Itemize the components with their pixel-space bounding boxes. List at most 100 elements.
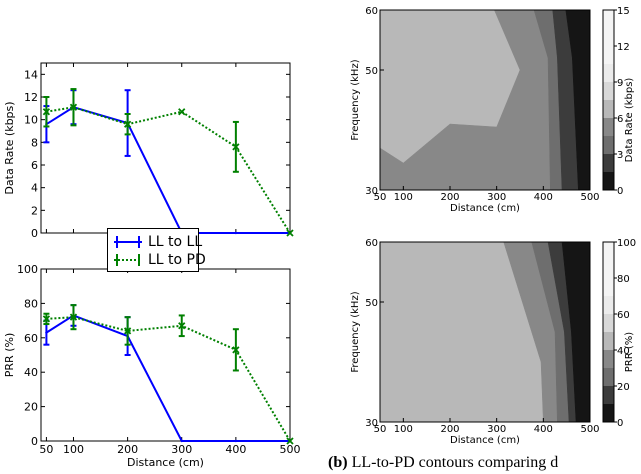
- caption-text: LL-to-PD contours comparing d: [351, 454, 559, 471]
- data-point: [232, 143, 240, 151]
- legend-label: LL to LL: [148, 234, 203, 250]
- colorbar-band: [603, 46, 614, 64]
- prr-chart: 0 20 40 60 80 100 50 100 200 300 400 500 PRR (%) Dist…: [3, 263, 301, 469]
- colorbar-band: [603, 278, 614, 296]
- data-rate-chart: 0 2 4 6 8 10 12 14 Data Rate (kbps): [3, 62, 294, 240]
- y-tick-label: 0: [31, 435, 38, 448]
- data-point: [42, 315, 51, 323]
- y-tick-label: 100: [17, 263, 38, 276]
- colorbar-tick-label: 3: [617, 150, 623, 161]
- legend-swatch-ll-to-ll: [114, 236, 142, 248]
- x-tick-label: 100: [394, 192, 413, 203]
- x-tick-label: 200: [117, 443, 138, 456]
- colorbar-band: [603, 154, 614, 172]
- plot-frame: [379, 9, 591, 191]
- x-axis-label: Distance (cm): [127, 456, 204, 469]
- y-tick-label: 30: [365, 186, 378, 197]
- colorbar: 0 20 40 60 80 100 PRR (%): [602, 238, 636, 429]
- data-point: [42, 108, 51, 116]
- colorbar-frame: [602, 241, 615, 423]
- data-point: [45, 331, 48, 334]
- y-axis-label: Frequency (kHz): [350, 291, 361, 372]
- y-axis-label: PRR (%): [3, 333, 16, 377]
- colorbar-band: [603, 136, 614, 154]
- x-tick-label: 400: [225, 443, 246, 456]
- x-tick-label: 300: [487, 424, 506, 435]
- colorbar-tick-label: 60: [617, 310, 630, 321]
- colorbar-band: [603, 28, 614, 46]
- data-point: [234, 439, 238, 443]
- x-tick-label: 50: [374, 424, 387, 435]
- x-tick-label: 50: [39, 443, 53, 456]
- colorbar-band: [603, 64, 614, 82]
- data-point: [178, 322, 186, 330]
- y-tick-label: 50: [365, 66, 378, 77]
- y-tick-label: 10: [24, 114, 38, 127]
- x-tick-label: 400: [534, 192, 553, 203]
- y-tick-label: 40: [24, 366, 38, 379]
- colorbar-tick-label: 80: [617, 274, 630, 285]
- data-point: [178, 108, 186, 116]
- legend: LL to LL LL to PD: [107, 228, 206, 272]
- data-point: [180, 439, 183, 443]
- colorbar-band: [603, 332, 614, 350]
- plot-frame: [379, 241, 591, 423]
- data-point: [69, 103, 78, 111]
- colorbar-tick-label: 0: [617, 186, 623, 197]
- colorbar-tick-label: 40: [617, 346, 630, 357]
- y-tick-label: 20: [24, 401, 38, 414]
- legend-label: LL to PD: [148, 252, 206, 268]
- x-tick-label: 200: [440, 424, 459, 435]
- x-tick-label: 200: [440, 192, 459, 203]
- legend-item-ll-to-ll: LL to LL: [112, 233, 202, 251]
- colorbar-band: [603, 368, 614, 386]
- colorbar: 0 3 6 9 12 15 Data Rate (kbps): [602, 6, 635, 197]
- y-tick-label: 80: [24, 297, 38, 310]
- y-tick-label: 12: [24, 91, 38, 104]
- x-tick-label: 50: [374, 192, 387, 203]
- colorbar-band: [603, 350, 614, 368]
- x-tick-label: 300: [171, 443, 192, 456]
- x-tick-label: 300: [487, 192, 506, 203]
- colorbar-band: [603, 386, 614, 404]
- x-tick-label: 500: [580, 424, 599, 435]
- colorbar-tick-label: 6: [617, 114, 623, 125]
- legend-item-ll-to-pd: LL to PD: [112, 251, 206, 269]
- colorbar-tick-label: 15: [617, 6, 630, 17]
- y-axis-label: Frequency (kHz): [350, 59, 361, 140]
- x-tick-label: 500: [280, 443, 301, 456]
- x-tick-label: 100: [394, 424, 413, 435]
- y-tick-label: 60: [24, 332, 38, 345]
- data-point: [286, 229, 294, 237]
- colorbar-band: [603, 172, 614, 190]
- colorbar-band: [603, 242, 614, 260]
- data-point: [123, 120, 132, 128]
- colorbar-label: Data Rate (kbps): [624, 78, 635, 163]
- colorbar-tick-label: 12: [617, 42, 630, 53]
- colorbar-band: [603, 314, 614, 332]
- colorbar-band: [603, 100, 614, 118]
- caption-label: (b): [328, 454, 348, 471]
- x-tick-label: 400: [534, 424, 553, 435]
- y-tick-label: 0: [31, 227, 38, 240]
- colorbar-tick-label: 9: [617, 78, 623, 89]
- colorbar-frame: [602, 9, 615, 191]
- y-tick-label: 14: [24, 68, 38, 81]
- series-line: [45, 314, 290, 442]
- data-point: [69, 313, 78, 321]
- y-axis-label: Data Rate (kbps): [3, 101, 16, 194]
- colorbar-tick-label: 0: [617, 418, 623, 429]
- x-tick-label: 500: [580, 192, 599, 203]
- y-tick-label: 6: [31, 159, 38, 172]
- y-tick-label: 30: [365, 418, 378, 429]
- y-tick-label: 60: [365, 238, 378, 249]
- series-ll-to-pd: [42, 88, 294, 237]
- legend-swatch-ll-to-pd: [114, 254, 142, 266]
- series-ll-to-pd: [42, 304, 294, 445]
- figure-caption: (b) LL-to-PD contours comparing d: [328, 454, 558, 472]
- series-line: [45, 106, 290, 234]
- y-tick-label: 2: [31, 204, 38, 217]
- plot-frame: [40, 268, 291, 442]
